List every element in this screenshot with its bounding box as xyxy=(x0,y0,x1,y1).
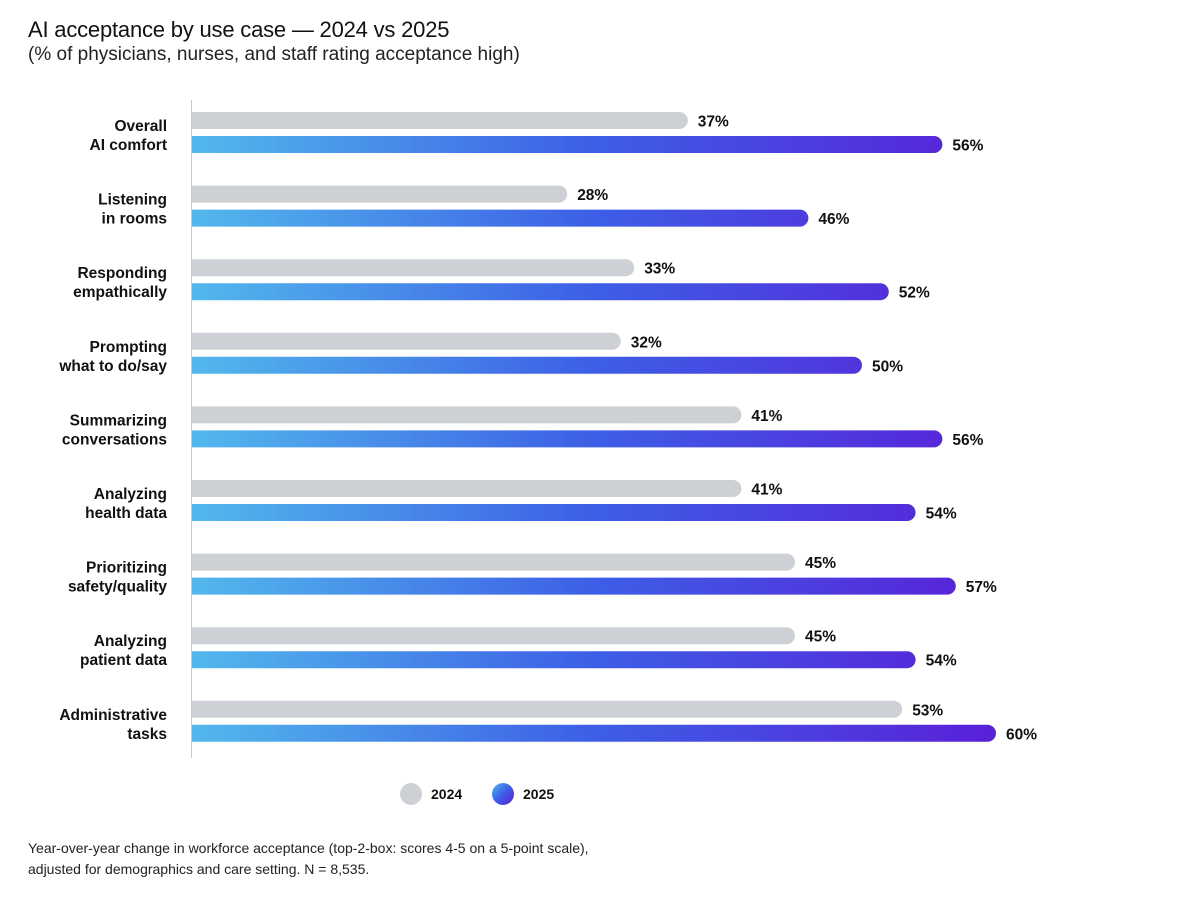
chart-title: AI acceptance by use case — 2024 vs 2025 xyxy=(28,17,450,42)
bar-2025 xyxy=(192,504,916,521)
category-label-line: Analyzing xyxy=(94,486,167,503)
category-label: Overall AI comfort xyxy=(90,118,168,154)
value-label-2024: 33% xyxy=(644,261,675,278)
value-label-2024: 45% xyxy=(805,629,836,646)
bar-2024 xyxy=(192,627,795,645)
bar-2024 xyxy=(192,185,568,203)
value-label-2024: 37% xyxy=(698,114,729,131)
bar-2024 xyxy=(192,259,635,277)
category-label-line: Overall xyxy=(114,118,167,135)
bar-2025 xyxy=(192,577,956,595)
category-label-line: what to do/say xyxy=(58,358,167,375)
category-label-line: health data xyxy=(85,505,167,522)
bar-2025 xyxy=(192,356,862,374)
legend-swatch-2024 xyxy=(400,783,422,805)
bar-2025 xyxy=(192,430,943,448)
bar-2025 xyxy=(192,209,809,227)
footnote-line-1: Year-over-year change in workforce accep… xyxy=(28,840,589,856)
value-label-2025: 57% xyxy=(966,579,997,596)
value-label-2025: 54% xyxy=(926,653,957,670)
category-label-line: Listening xyxy=(98,192,167,209)
legend-label-2025: 2025 xyxy=(523,786,555,802)
value-label-2024: 28% xyxy=(577,187,608,204)
chart-subtitle: (% of physicians, nurses, and staff rati… xyxy=(28,44,520,65)
bar-2025 xyxy=(192,283,889,301)
category-label: Responding empathically xyxy=(73,265,167,301)
bar-2025 xyxy=(192,651,916,669)
bar-2024 xyxy=(192,700,903,718)
legend-item-2025: 2025 xyxy=(492,783,554,805)
value-label-2025: 46% xyxy=(818,211,849,228)
legend-swatch-2025 xyxy=(492,783,514,805)
value-label-2025: 52% xyxy=(899,285,930,302)
category-label-line: patient data xyxy=(80,652,167,669)
category-label-line: Prioritizing xyxy=(86,560,167,577)
legend-label-2024: 2024 xyxy=(431,786,463,802)
category-label: Listening in rooms xyxy=(98,192,167,228)
category-label-line: AI comfort xyxy=(90,137,168,154)
category-label-line: safety/quality xyxy=(68,579,167,596)
category-label-line: Responding xyxy=(77,265,167,282)
category-label-line: in rooms xyxy=(102,211,167,228)
category-label-line: Summarizing xyxy=(70,412,167,429)
value-label-2024: 41% xyxy=(751,482,782,499)
bar-2025 xyxy=(192,724,996,742)
category-label-line: empathically xyxy=(73,284,167,301)
bar-2024 xyxy=(192,406,742,424)
value-label-2025: 56% xyxy=(952,138,983,155)
bar-2024 xyxy=(192,480,742,497)
bar-2024 xyxy=(192,112,688,129)
category-label-line: tasks xyxy=(127,726,167,743)
value-label-2025: 54% xyxy=(926,506,957,523)
category-label: Analyzing patient data xyxy=(80,633,167,669)
bar-2024 xyxy=(192,332,621,350)
category-label-line: Analyzing xyxy=(94,633,167,650)
value-label-2024: 53% xyxy=(912,702,943,719)
value-label-2025: 50% xyxy=(872,358,903,375)
category-label: Prioritizing safety/quality xyxy=(68,560,167,596)
value-label-2025: 56% xyxy=(952,432,983,449)
bar-2024 xyxy=(192,553,795,571)
legend-item-2024: 2024 xyxy=(400,783,462,805)
value-label-2024: 41% xyxy=(751,408,782,425)
category-label: Analyzing health data xyxy=(85,486,167,522)
value-label-2024: 45% xyxy=(805,555,836,572)
footnote: Year-over-year change in workforce accep… xyxy=(28,838,728,880)
bar-2025 xyxy=(192,136,943,153)
category-label: Prompting what to do/say xyxy=(58,339,167,375)
value-label-2025: 60% xyxy=(1006,726,1037,743)
category-label: Summarizing conversations xyxy=(62,412,167,448)
category-label-line: Administrative xyxy=(59,707,167,724)
value-label-2024: 32% xyxy=(631,334,662,351)
category-label-line: conversations xyxy=(62,431,167,448)
category-label: Administrative tasks xyxy=(59,707,167,743)
category-label-line: Prompting xyxy=(90,339,168,356)
bar-chart: Overall AI comfort 37% 56% Listening in rooms… xyxy=(58,100,1037,758)
footnote-line-2: adjusted for demographics and care setti… xyxy=(28,861,370,877)
